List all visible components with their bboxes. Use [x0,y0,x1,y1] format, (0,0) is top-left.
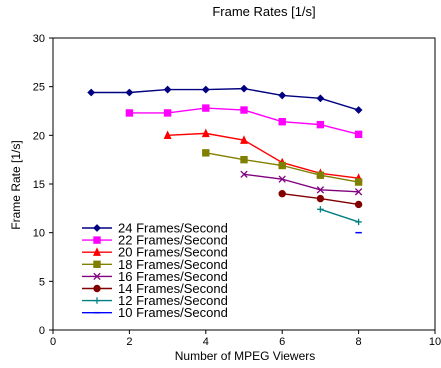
legend-label-8: 10 Frames/Second [118,305,228,320]
data-point-series-4 [202,149,210,157]
legend-label-2: 22 Frames/Second [118,233,228,248]
data-point-series-1 [163,85,172,94]
y-tick-label: 0 [39,325,45,337]
chart-title: Frame Rates [1/s] [212,4,315,19]
x-tick-label: 2 [126,336,132,348]
data-point-series-2 [163,109,172,117]
data-point-series-3 [163,130,172,140]
data-point-series-4 [354,178,363,186]
data-point-series-2 [316,120,325,129]
data-point-series-2 [240,106,248,114]
data-point-series-5 [240,170,248,178]
legend-label-5: 16 Frames/Second [118,269,228,284]
x-tick-label: 10 [429,336,441,348]
legend-marker-6 [93,284,101,293]
legend-label-4: 18 Frames/Second [118,257,228,272]
legend-label-6: 14 Frames/Second [118,281,228,296]
series-line-5 [243,173,359,193]
y-tick-label: 25 [33,82,45,94]
y-tick-label: 20 [33,130,45,142]
x-axis-label: Number of MPEG Viewers [175,349,316,363]
data-point-series-1 [316,94,325,103]
data-point-series-2 [354,130,363,139]
legend-marker-5 [93,272,101,281]
data-point-series-2 [125,109,134,117]
legend-label-3: 20 Frames/Second [118,245,228,260]
legend-marker-2 [93,236,101,244]
data-point-series-4 [278,161,286,170]
data-point-series-5 [278,175,286,183]
y-tick-label: 15 [33,179,45,191]
data-point-series-3 [201,128,210,138]
x-tick-label: 4 [203,336,209,348]
data-point-series-1 [240,84,248,93]
y-tick-label: 5 [39,276,45,288]
series-line-3 [167,132,359,179]
legend-label-1: 24 Frames/Second [118,221,228,236]
data-point-series-4 [240,155,248,164]
data-point-series-3 [240,135,248,144]
series-line-7 [320,208,359,223]
x-tick-label: 6 [279,336,285,348]
data-point-series-4 [316,171,325,179]
data-point-series-7 [355,218,362,226]
x-tick-label: 8 [356,336,362,348]
data-point-series-6 [316,194,325,203]
legend-marker-3 [93,247,101,256]
y-tick-label: 10 [33,228,45,240]
data-point-series-6 [278,190,286,198]
data-point-series-2 [278,118,286,126]
data-point-series-7 [317,206,324,213]
series-line-1 [91,87,359,111]
data-point-series-2 [202,104,210,112]
data-point-series-1 [125,88,134,97]
plot-frame [52,37,436,331]
data-point-series-1 [201,85,210,94]
legend-marker-4 [93,260,101,269]
y-axis-label: Frame Rate [1/s] [9,140,23,229]
data-point-series-1 [278,91,287,100]
x-tick-label: 0 [50,336,56,348]
legend-label-7: 12 Frames/Second [118,293,228,308]
y-tick-label: 30 [33,33,45,45]
data-point-series-5 [354,188,363,196]
data-point-series-5 [316,186,325,194]
data-point-series-1 [87,88,96,97]
data-point-series-6 [354,200,363,209]
data-point-series-1 [354,106,363,114]
legend-marker-1 [93,224,101,232]
legend-marker-7 [93,297,101,304]
